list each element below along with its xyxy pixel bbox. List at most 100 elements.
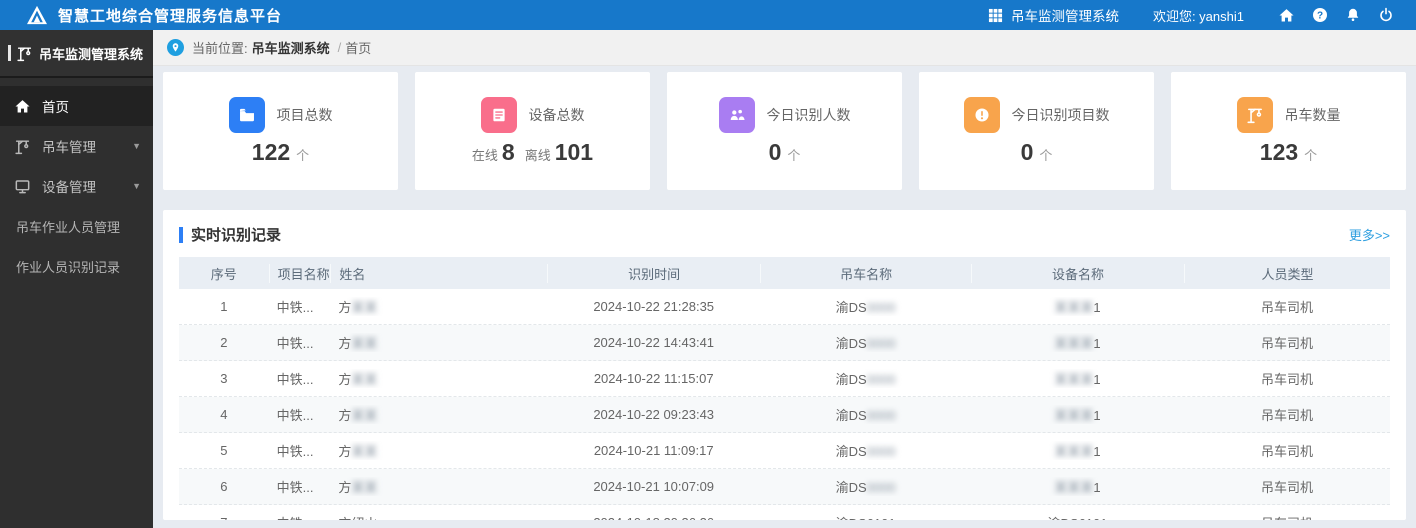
sidebar-item-label: 首页 (42, 100, 69, 115)
stat-cards: 项目总数 122 个设备总数 在线 8 离线 101 今日识别人数 0 个今日识别项目数 0 个吊车数… (163, 72, 1406, 190)
redacted-text: 某某某 (1054, 480, 1094, 495)
sidebar-item-2[interactable]: 设备管理 ▼ (0, 166, 153, 206)
system-switcher-label: 吊车监测管理系统 (1010, 9, 1119, 24)
offline-count: 101 (554, 139, 594, 165)
column-header-6: 人员类型 (1184, 263, 1390, 283)
main-area: 当前位置: 吊车监测系统 / 首页 项目总数 122 个 设备总数 在线 8 离线 101 今日… (153, 30, 1416, 528)
stat-card-3: 今日识别项目数 0 个 (919, 72, 1154, 190)
stat-label: 今日识别人数 (766, 107, 851, 123)
sidebar-item-label: 作业人员识别记录 (16, 259, 121, 275)
stat-unit: 个 (1039, 148, 1053, 163)
redacted-text: 0000 (866, 336, 896, 351)
app-logo-icon (26, 5, 48, 25)
list-icon (480, 97, 517, 133)
records-panel: 实时识别记录 更多>> 序号 项目名称 姓名 识别时间 吊车名称 设备名称 人员类型 1 中铁… (163, 210, 1406, 520)
alert-icon (963, 97, 1000, 133)
svg-text:?: ? (1316, 10, 1322, 21)
redacted-text: 0000 (866, 372, 896, 387)
column-header-2: 姓名 (330, 263, 547, 283)
more-link[interactable]: 更多>> (1348, 228, 1390, 243)
sidebar-header: 吊车监测管理系统 (0, 30, 153, 78)
home-icon[interactable] (1278, 7, 1295, 24)
sidebar: 吊车监测管理系统 首页吊车管理 ▼ 设备管理 ▼ 吊车作业人员管理 作业人员识别记录 (0, 30, 153, 528)
stat-value: 122 个 (252, 139, 309, 166)
column-header-4: 吊车名称 (760, 263, 971, 283)
stat-number: 123 (1259, 139, 1299, 165)
system-switcher[interactable]: 吊车监测管理系统 (987, 5, 1119, 25)
column-header-3: 识别时间 (547, 263, 760, 283)
chevron-down-icon: ▼ (132, 141, 141, 151)
redacted-text: 某某某 (1054, 372, 1094, 387)
stat-label: 吊车数量 (1284, 107, 1341, 123)
records-title: 实时识别记录 (191, 227, 282, 244)
table-body: 1 中铁... 方某某 2024-10-22 21:28:35 渝DS0000 某某某1 吊… (179, 289, 1390, 520)
folder-icon (228, 97, 265, 133)
table-row: 4 中铁... 方某某 2024-10-22 09:23:43 渝DS0000 某某某1 吊… (179, 397, 1390, 433)
grid-icon (987, 7, 1004, 24)
breadcrumb-section[interactable]: 吊车监测系统 (251, 41, 330, 56)
redacted-text: 0000 (866, 300, 896, 315)
sidebar-item-label: 吊车管理 (42, 140, 96, 155)
online-count: 8 (501, 139, 515, 165)
bell-icon[interactable] (1344, 7, 1361, 24)
monitor-icon (14, 178, 31, 195)
redacted-text: 0000 (866, 408, 896, 423)
stat-label: 设备总数 (528, 107, 585, 123)
crane-icon (14, 138, 31, 155)
welcome-text: 欢迎您: yanshi1 (1152, 8, 1244, 24)
people-icon (718, 97, 755, 133)
column-header-1: 项目名称 (268, 263, 331, 283)
crane-icon (1236, 97, 1273, 133)
sidebar-item-3[interactable]: 吊车作业人员管理 (0, 206, 153, 246)
stat-label: 今日识别项目数 (1011, 107, 1110, 123)
section-title-bar (179, 226, 183, 243)
redacted-text: 某某 (351, 372, 378, 387)
table-row: 7中铁方绍山2024-10-18 20:36:26渝DS6101渝DS6101吊… (179, 505, 1390, 520)
redacted-text: 某某 (351, 336, 378, 351)
stat-unit: 个 (296, 148, 310, 163)
column-header-0: 序号 (210, 266, 237, 282)
redacted-text: 0000 (866, 480, 896, 495)
crane-icon (16, 45, 33, 62)
redacted-text: 某某某 (1054, 336, 1094, 351)
sidebar-item-label: 吊车作业人员管理 (16, 219, 121, 235)
breadcrumb-prefix: 当前位置: (192, 41, 248, 56)
records-table: 序号 项目名称 姓名 识别时间 吊车名称 设备名称 人员类型 1 中铁... 方某某 2024-1… (179, 257, 1390, 520)
brand-bar (8, 45, 11, 61)
stat-card-4: 吊车数量 123 个 (1171, 72, 1406, 190)
sidebar-item-4[interactable]: 作业人员识别记录 (0, 246, 153, 286)
stat-card-1: 设备总数 在线 8 离线 101 (415, 72, 650, 190)
stat-card-0: 项目总数 122 个 (163, 72, 398, 190)
table-header-row: 序号 项目名称 姓名 识别时间 吊车名称 设备名称 人员类型 (179, 257, 1390, 289)
table-row: 5 中铁... 方某某 2024-10-21 11:09:17 渝DS0000 某某某1 吊… (179, 433, 1390, 469)
breadcrumb-separator: / (337, 40, 342, 55)
column-header-5: 设备名称 (970, 263, 1184, 283)
offline-label: 离线 (524, 148, 551, 163)
stat-label: 项目总数 (276, 107, 333, 123)
app-title: 智慧工地综合管理服务信息平台 (58, 7, 283, 25)
redacted-text: 某某 (351, 480, 378, 495)
table-row: 6 中铁... 方某某 2024-10-21 10:07:09 渝DS0000 某某某1 吊… (179, 469, 1390, 505)
stat-card-2: 今日识别人数 0 个 (667, 72, 902, 190)
question-icon[interactable]: ? (1311, 7, 1328, 24)
sidebar-menu: 首页吊车管理 ▼ 设备管理 ▼ 吊车作业人员管理 作业人员识别记录 (0, 78, 153, 286)
stat-number: 0 (768, 139, 782, 165)
redacted-text: 0000 (866, 444, 896, 459)
redacted-text: 某某某 (1054, 300, 1094, 315)
sidebar-item-1[interactable]: 吊车管理 ▼ (0, 126, 153, 166)
power-icon[interactable] (1377, 7, 1394, 24)
stat-unit: 个 (787, 148, 801, 163)
table-row: 2 中铁... 方某某 2024-10-22 14:43:41 渝DS0000 某某某1 吊… (179, 325, 1390, 361)
redacted-text: 某某 (351, 300, 378, 315)
breadcrumb: 当前位置: 吊车监测系统 / 首页 (153, 30, 1416, 66)
sidebar-item-0[interactable]: 首页 (0, 86, 153, 126)
stat-value: 在线 8 离线 101 (472, 139, 593, 166)
stat-number: 0 (1020, 139, 1034, 165)
table-row: 1 中铁... 方某某 2024-10-22 21:28:35 渝DS0000 某某某1 吊… (179, 289, 1390, 325)
breadcrumb-current[interactable]: 首页 (345, 41, 372, 56)
redacted-text: 某某 (351, 408, 378, 423)
location-pin-icon (167, 39, 184, 56)
redacted-text: 某某某 (1054, 408, 1094, 423)
